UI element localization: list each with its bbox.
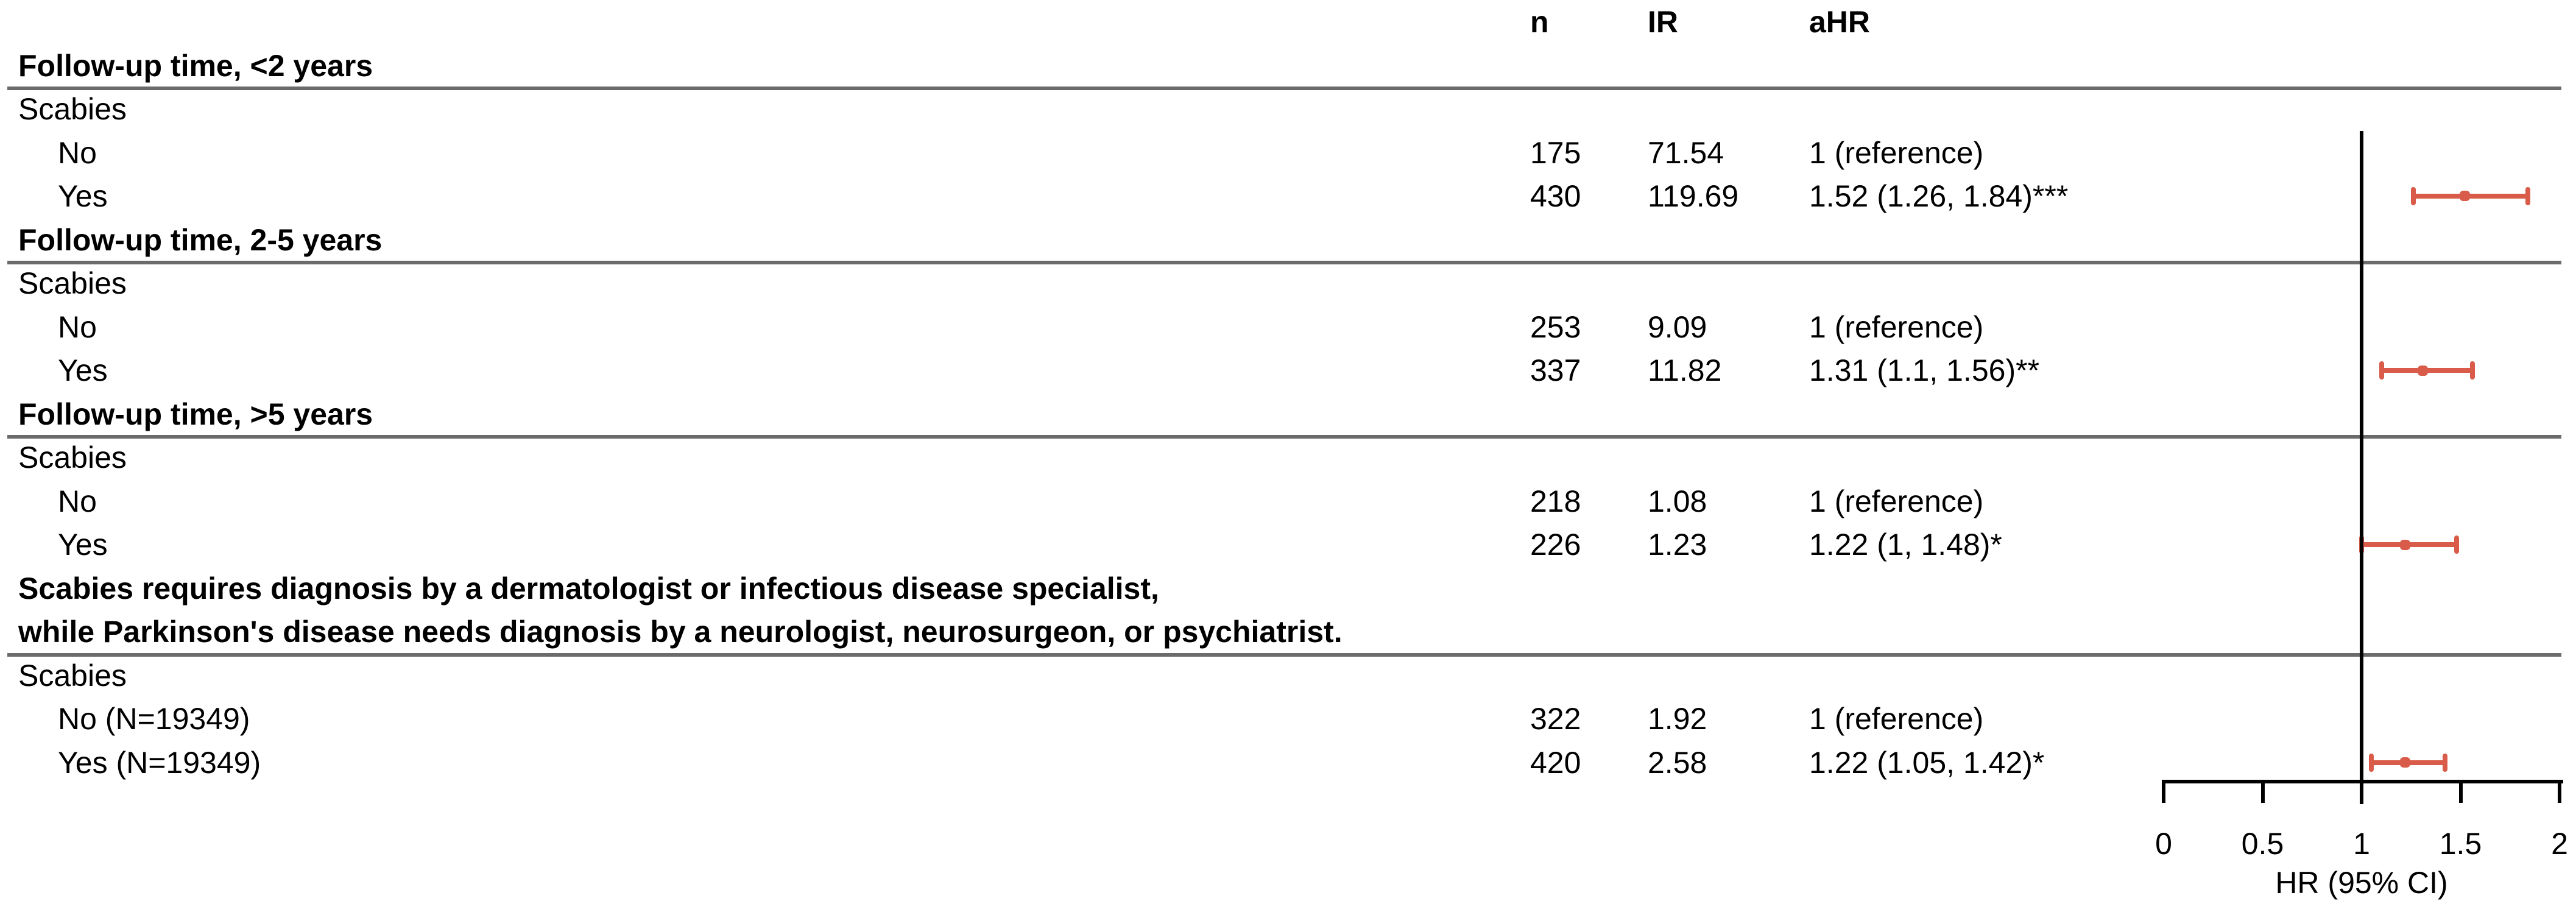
value-ahr: 1 (reference) [1809, 702, 1984, 737]
value-n: 175 [1530, 135, 1581, 170]
item-label: Yes [58, 353, 108, 388]
ci-bar [2413, 193, 2528, 199]
reference-line-hr1 [2360, 131, 2363, 804]
item-label: Yes [58, 528, 108, 562]
value-n: 226 [1530, 528, 1581, 562]
value-ahr: 1 (reference) [1809, 135, 1984, 170]
group-label: Scabies [18, 658, 127, 693]
section-label: Follow-up time, >5 years [18, 397, 373, 431]
ci-cap-high [2442, 753, 2447, 772]
table-row: Follow-up time, 2-5 years [0, 218, 2576, 262]
value-ir: 1.08 [1648, 484, 1707, 518]
value-n: 430 [1530, 179, 1581, 214]
table-row: Yes 430 119.69 1.52 (1.26, 1.84)*** [0, 174, 2576, 218]
value-n: 253 [1530, 309, 1581, 344]
x-axis-tick-label: 0.5 [2241, 827, 2284, 861]
value-n: 337 [1530, 353, 1581, 388]
x-axis-tick [2260, 780, 2265, 803]
ci-cap-low [2410, 186, 2416, 205]
x-axis-tick-label: 0 [2155, 827, 2172, 861]
column-header-n: n [1530, 5, 1549, 39]
item-label: No [58, 309, 97, 344]
table-row: Yes 226 1.23 1.22 (1, 1.48)* [0, 523, 2576, 567]
group-label: Scabies [18, 266, 127, 301]
estimate-marker [2459, 191, 2470, 202]
table-row: n IR aHR [0, 0, 2576, 44]
item-label: No [58, 135, 97, 170]
estimate-marker [2400, 757, 2410, 768]
x-axis-title: HR (95% CI) [2275, 866, 2448, 900]
table-row: while Parkinson's disease needs diagnosi… [0, 610, 2576, 654]
x-axis-tick [2360, 780, 2363, 803]
value-ir: 1.92 [1648, 702, 1707, 737]
value-ahr: 1.22 (1.05, 1.42)* [1809, 746, 2045, 780]
value-ahr: 1.52 (1.26, 1.84)*** [1809, 179, 2069, 214]
value-ahr: 1 (reference) [1809, 309, 1984, 344]
table-row: Follow-up time, >5 years [0, 392, 2576, 436]
item-label: Yes [58, 179, 108, 214]
note-label: Scabies requires diagnosis by a dermatol… [18, 571, 1159, 606]
ci-cap-low [2379, 361, 2384, 380]
ci-cap-high [2525, 186, 2530, 205]
group-label: Scabies [18, 440, 127, 475]
x-axis-tick-label: 1.5 [2439, 827, 2482, 861]
table-row: Scabies [0, 654, 2576, 698]
section-rule [7, 435, 2561, 439]
table-row: Follow-up time, <2 years [0, 44, 2576, 88]
ci-cap-low [2369, 753, 2374, 772]
table-row: No (N=19349) 322 1.92 1 (reference) [0, 697, 2576, 741]
value-ir: 119.69 [1648, 179, 1739, 214]
note-label: while Parkinson's disease needs diagnosi… [18, 615, 1343, 649]
value-ir: 11.82 [1648, 353, 1722, 388]
x-axis-tick [2162, 780, 2165, 803]
estimate-marker [2418, 365, 2429, 376]
table-row: No 253 9.09 1 (reference) [0, 305, 2576, 349]
item-label: No (N=19349) [58, 702, 250, 737]
value-ir: 1.23 [1648, 528, 1707, 562]
column-header-ahr: aHR [1809, 5, 1871, 39]
value-ahr: 1 (reference) [1809, 484, 1984, 518]
value-ahr: 1.31 (1.1, 1.56)** [1809, 353, 2040, 388]
section-rule [7, 261, 2561, 265]
table-row: Scabies [0, 436, 2576, 479]
table-row: Yes 337 11.82 1.31 (1.1, 1.56)** [0, 348, 2576, 392]
section-label: Follow-up time, 2-5 years [18, 222, 383, 257]
x-axis-line [2164, 780, 2563, 783]
group-label: Scabies [18, 92, 127, 127]
table-row: Scabies requires diagnosis by a dermatol… [0, 567, 2576, 610]
value-ir: 9.09 [1648, 309, 1707, 344]
value-n: 420 [1530, 746, 1581, 780]
value-ir: 2.58 [1648, 746, 1707, 780]
value-n: 322 [1530, 702, 1581, 737]
value-n: 218 [1530, 484, 1581, 518]
table-row: Yes (N=19349) 420 2.58 1.22 (1.05, 1.42)* [0, 741, 2576, 785]
item-label: No [58, 484, 97, 518]
x-axis-tick-label: 1 [2353, 827, 2370, 861]
section-rule [7, 87, 2561, 91]
section-label: Follow-up time, <2 years [18, 48, 373, 83]
table-row: Scabies [0, 87, 2576, 131]
table-row: No 218 1.08 1 (reference) [0, 479, 2576, 523]
x-axis-tick-label: 2 [2551, 827, 2568, 861]
table-row: No 175 71.54 1 (reference) [0, 131, 2576, 175]
x-axis-tick [2558, 780, 2561, 803]
value-ir: 71.54 [1648, 135, 1724, 170]
section-rule [7, 652, 2561, 657]
table-row: Scabies [0, 261, 2576, 305]
item-label: Yes (N=19349) [58, 746, 261, 780]
column-header-ir: IR [1648, 5, 1678, 39]
estimate-marker [2400, 539, 2410, 550]
value-ahr: 1.22 (1, 1.48)* [1809, 528, 2002, 562]
ci-cap-high [2470, 361, 2475, 380]
ci-cap-high [2454, 535, 2459, 554]
x-axis-tick [2458, 780, 2463, 803]
